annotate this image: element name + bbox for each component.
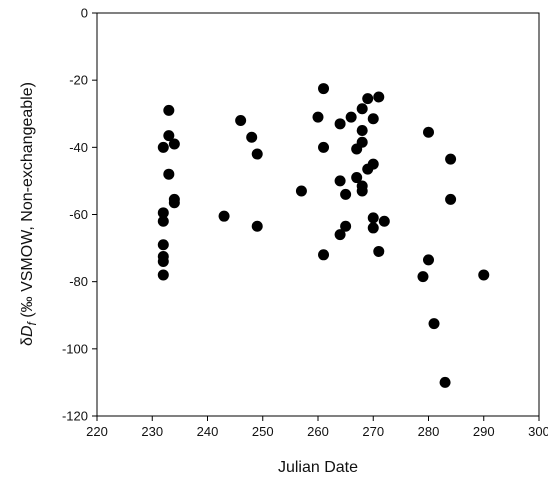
data-point	[251, 220, 263, 232]
y-tick-label: -80	[69, 274, 88, 289]
data-point	[163, 168, 175, 180]
data-point	[478, 269, 490, 281]
data-point	[334, 229, 346, 241]
data-point	[318, 83, 330, 95]
y-axis-title: δDf (‰ VSMOW, Non-exchangeable)	[19, 82, 39, 346]
data-point	[373, 245, 385, 257]
data-point	[157, 207, 169, 219]
data-point	[163, 130, 175, 142]
data-point	[157, 256, 169, 268]
data-point	[318, 141, 330, 153]
x-axis-title: Julian Date	[278, 459, 358, 476]
x-tick-label: 270	[362, 424, 384, 439]
data-point	[351, 172, 363, 184]
x-tick-label: 220	[86, 424, 108, 439]
data-point	[445, 193, 457, 205]
y-tick-label: -20	[69, 73, 88, 88]
data-point	[367, 113, 379, 125]
x-tick-label: 260	[307, 424, 329, 439]
data-point	[428, 318, 440, 330]
x-tick-label: 300	[528, 424, 548, 439]
y-tick-label: -100	[62, 341, 88, 356]
y-tick-label: 0	[81, 6, 88, 21]
data-point	[157, 215, 169, 227]
data-point	[423, 126, 434, 138]
y-tick-label: -120	[62, 409, 88, 424]
data-point	[373, 91, 385, 103]
data-point	[157, 269, 169, 281]
data-point	[356, 125, 368, 137]
data-point	[345, 111, 357, 123]
data-point	[168, 138, 180, 150]
x-tick-label: 290	[473, 424, 495, 439]
x-tick-label: 240	[197, 424, 219, 439]
x-tick-label: 280	[418, 424, 440, 439]
y-tick-label: -60	[69, 207, 88, 222]
data-point	[334, 118, 346, 130]
y-axis-title-subscript: f	[25, 320, 39, 325]
data-point	[378, 215, 390, 227]
data-point	[334, 175, 346, 187]
y-tick-label: -40	[69, 140, 88, 155]
y-axis-title-symbol: D	[19, 325, 36, 337]
data-point	[295, 185, 307, 197]
data-point	[168, 197, 180, 209]
data-point	[157, 141, 169, 153]
y-axis-title-prefix: δ	[19, 337, 36, 346]
data-point	[163, 104, 175, 116]
data-point	[367, 158, 379, 170]
data-point	[367, 212, 379, 224]
x-tick-label: 230	[141, 424, 163, 439]
data-point	[312, 111, 324, 123]
data-point	[340, 188, 352, 200]
data-point	[423, 254, 434, 266]
data-point	[367, 222, 379, 234]
data-point	[356, 185, 368, 197]
x-tick-label: 250	[252, 424, 274, 439]
data-point	[340, 220, 352, 232]
data-point	[362, 93, 374, 105]
data-point	[157, 239, 169, 251]
data-point	[417, 271, 429, 283]
data-point	[356, 103, 368, 115]
data-point	[235, 114, 247, 126]
axis-ticks: 220 230 240 250 260 270 280 290 300 0 -20 -40 -60 -80…	[62, 6, 548, 440]
y-axis-title-suffix: (‰ VSMOW, Non-exchangeable)	[19, 82, 36, 322]
data-point	[246, 131, 258, 143]
data-point	[445, 153, 457, 165]
data-points	[157, 83, 490, 388]
data-point	[439, 376, 451, 388]
data-point	[356, 136, 368, 148]
data-point	[218, 210, 230, 222]
data-point	[318, 249, 330, 261]
data-point	[251, 148, 263, 160]
